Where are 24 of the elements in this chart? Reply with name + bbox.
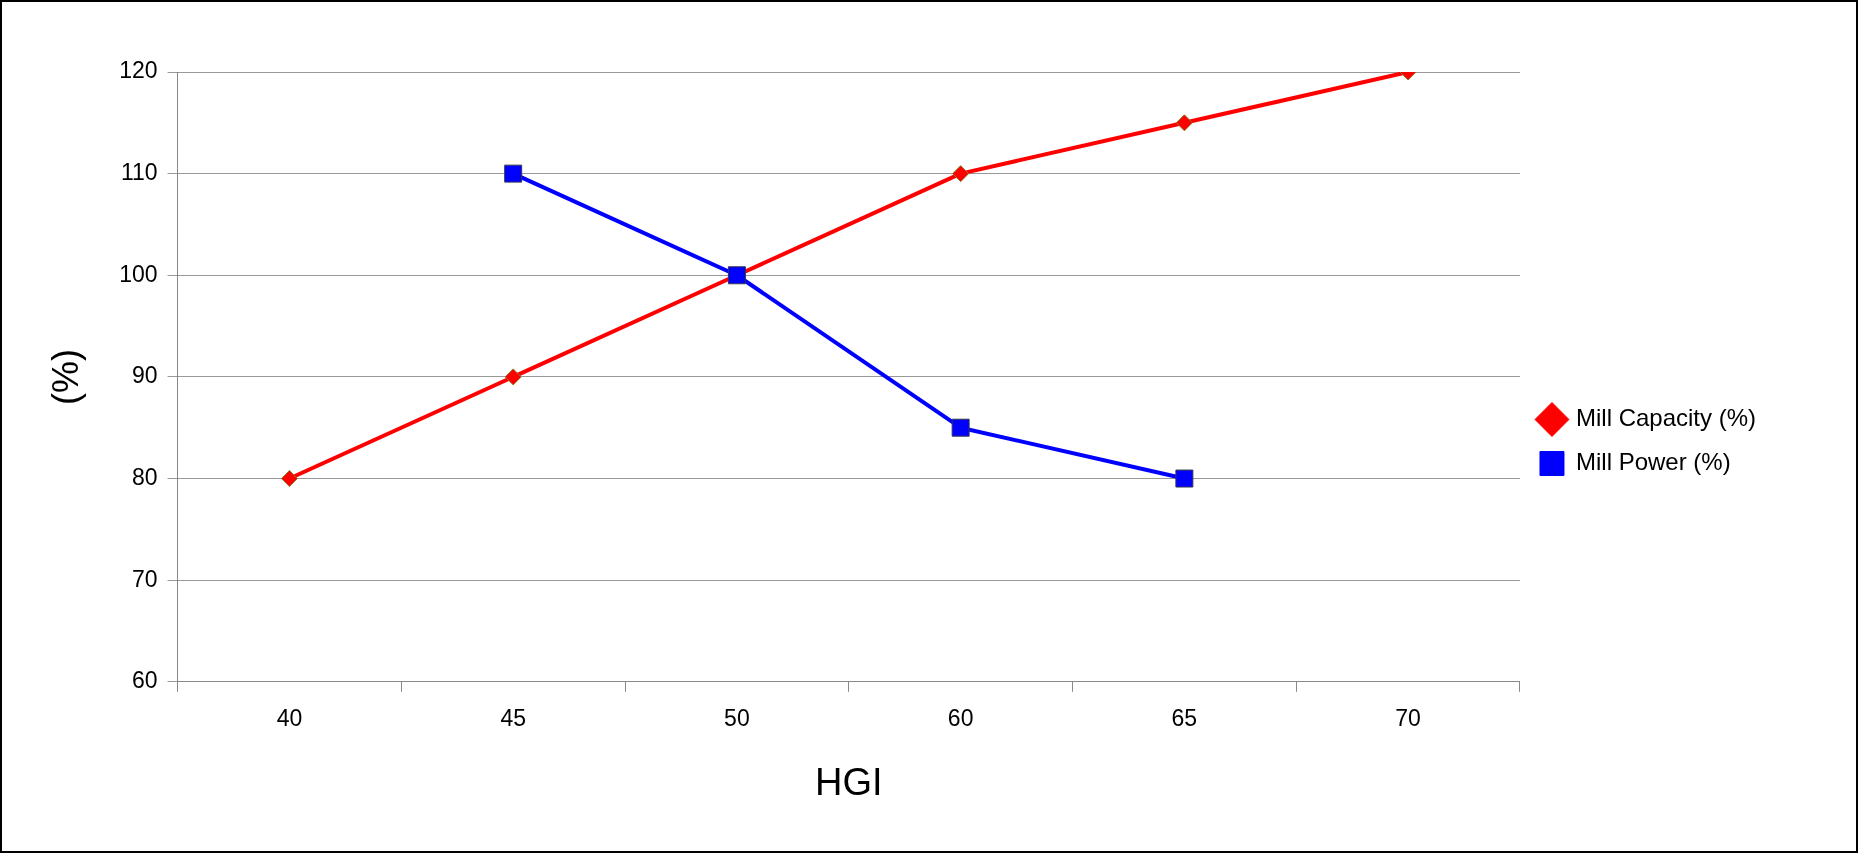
- x-tick-label: 50: [724, 704, 750, 731]
- x-tick-label: 70: [1395, 704, 1421, 731]
- point: [951, 418, 970, 437]
- x-tick-label: 40: [276, 704, 303, 731]
- x-tick-label: 45: [500, 704, 526, 731]
- legend-label: Mill Power (%): [1575, 448, 1731, 476]
- x-axis-title: HGI: [814, 760, 883, 803]
- point: [1175, 469, 1194, 488]
- y-tick-label: 120: [119, 57, 158, 84]
- y-tick-label: 110: [120, 158, 158, 185]
- point: [280, 470, 298, 488]
- legend-label: Mill Capacity (%): [1575, 404, 1757, 432]
- y-axis-title: (%): [44, 348, 86, 405]
- point: [504, 368, 522, 386]
- y-tick-label: 60: [131, 667, 158, 694]
- x-tick-label: 65: [1171, 704, 1198, 731]
- point: [952, 165, 970, 183]
- y-tick-label: 100: [119, 260, 158, 287]
- x-tick-label: 60: [947, 704, 974, 731]
- point: [1175, 114, 1193, 132]
- y-tick-label: 80: [131, 463, 158, 490]
- y-tick-label: 90: [131, 362, 158, 389]
- y-tick-label: 70: [131, 565, 158, 592]
- point: [504, 164, 523, 183]
